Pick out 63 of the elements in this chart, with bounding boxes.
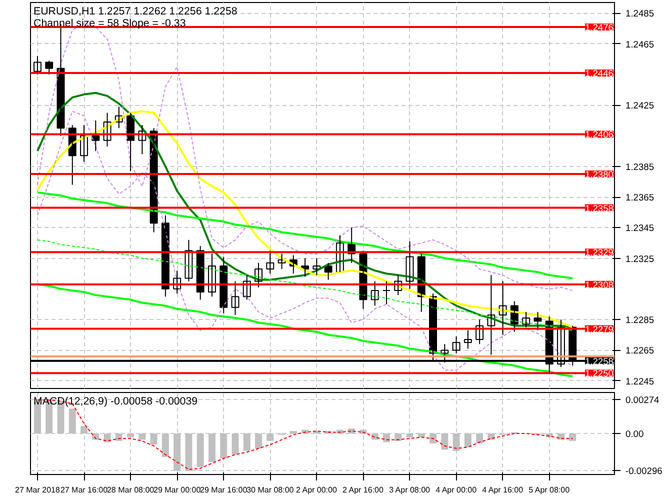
ref-line-label: 1.2250 xyxy=(584,368,614,379)
bar xyxy=(452,434,460,451)
y-tick-label: 0.00274 xyxy=(626,394,660,405)
ref-line-label: 1.2476 xyxy=(584,22,614,33)
x-tick-label: 28 Mar 08:00 xyxy=(106,486,155,494)
bar xyxy=(418,434,425,438)
bar xyxy=(150,434,158,445)
y-tick-label: 1.2245 xyxy=(626,376,654,386)
y-tick-label: 1.2465 xyxy=(626,39,654,50)
bar xyxy=(266,434,274,441)
y-tick-label: 1.2365 xyxy=(626,192,654,203)
ref-line-label: 1.2279 xyxy=(584,324,614,334)
bar xyxy=(68,408,76,434)
x-tick-label: 2 Apr 16:00 xyxy=(342,486,384,494)
x-tick-label: 27 Mar 16:00 xyxy=(60,486,108,494)
candlestick xyxy=(382,280,390,305)
bar xyxy=(476,434,484,444)
ref-line-label: 1.2380 xyxy=(584,170,614,180)
y-tick-label: 1.2385 xyxy=(626,162,654,172)
ref-line-label: 1.2308 xyxy=(584,280,614,290)
y-tick-label: 1.2345 xyxy=(626,223,654,234)
x-tick-label: 3 Apr 08:00 xyxy=(389,486,431,494)
x-tick-label: 4 Apr 16:00 xyxy=(482,486,524,494)
ref-line-label: 1.2258 xyxy=(584,356,614,366)
y-tick-label: 1.2485 xyxy=(626,8,654,19)
x-tick-label: 30 Mar 08:00 xyxy=(246,486,294,494)
bar xyxy=(115,434,122,441)
x-tick-label: 5 Apr 08:00 xyxy=(528,486,570,494)
ref-line-label: 1.2358 xyxy=(584,203,614,214)
annotation: EURUSD,H1 1.2257 1.2262 1.2256 1.2258 xyxy=(34,6,238,18)
x-tick-label: 4 Apr 00:00 xyxy=(436,486,478,494)
bar xyxy=(441,434,448,450)
y-tick-label: 1.2325 xyxy=(626,254,654,264)
y-tick-label: 1.2265 xyxy=(626,346,654,356)
bar xyxy=(430,434,437,444)
candlestick xyxy=(45,60,54,75)
bar xyxy=(394,434,402,441)
y-tick-label: 0.00 xyxy=(626,429,644,439)
bar xyxy=(208,434,216,462)
x-tick-label: 29 Mar 00:00 xyxy=(154,486,202,494)
bar xyxy=(220,434,228,458)
bar xyxy=(569,434,576,441)
bar xyxy=(138,434,146,440)
bar xyxy=(196,434,204,468)
bar xyxy=(255,434,262,448)
ref-line-label: 1.2406 xyxy=(584,130,614,140)
bar xyxy=(232,434,239,455)
x-tick-label: 2 Apr 00:00 xyxy=(296,486,338,494)
x-tick-label: 27 Mar 2018 xyxy=(15,486,60,494)
y-tick-label: 1.2425 xyxy=(626,100,654,111)
y-tick-label: 1.2285 xyxy=(626,315,654,326)
bar xyxy=(127,434,134,438)
bar xyxy=(243,434,250,451)
bar xyxy=(382,434,390,442)
x-tick-label: 29 Mar 16:00 xyxy=(200,486,248,494)
ref-line-label: 1.2329 xyxy=(584,248,614,258)
bar xyxy=(80,426,88,434)
ref-line-label: 1.2446 xyxy=(584,68,614,78)
y-tick-label: -0.00296 xyxy=(626,466,662,476)
candlestick xyxy=(33,56,42,75)
line-series xyxy=(36,191,574,280)
bar xyxy=(464,434,472,448)
bar xyxy=(162,434,169,458)
